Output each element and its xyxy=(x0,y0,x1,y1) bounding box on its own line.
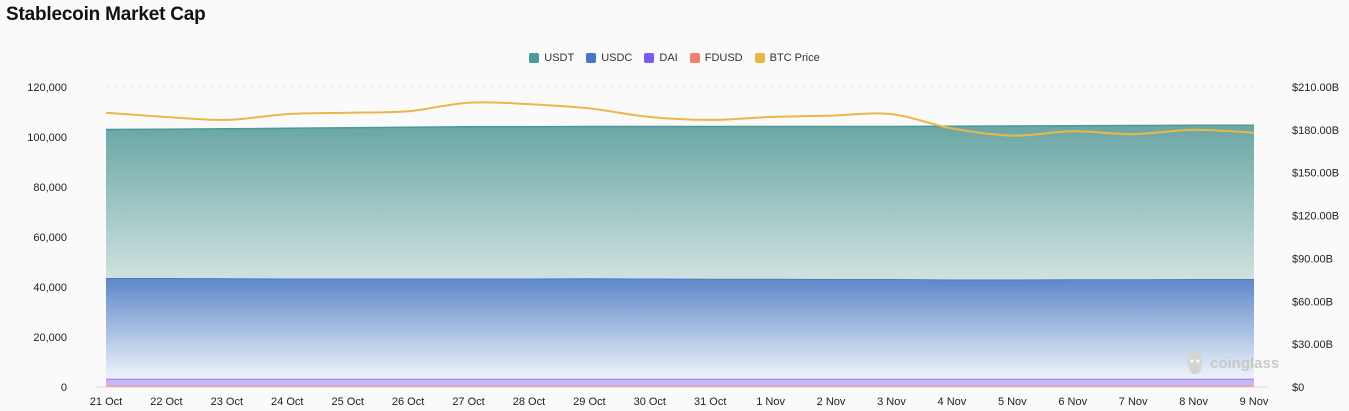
y-left-tick-label: 60,000 xyxy=(33,232,67,244)
legend-label: BTC Price xyxy=(769,52,820,64)
x-tick-label: 9 Nov xyxy=(1240,396,1269,408)
area-edge-usdt xyxy=(105,124,1254,131)
y-left-tick-label: 20,000 xyxy=(33,332,67,344)
chart-legend: USDT USDC DAI FDUSD BTC Price xyxy=(0,52,1349,64)
y-left-tick-label: 100,000 xyxy=(27,132,67,144)
legend-label: FDUSD xyxy=(704,52,743,64)
legend-item-dai[interactable]: DAI xyxy=(644,52,678,64)
y-left-tick-label: 40,000 xyxy=(33,282,67,294)
y-left-tick-label: 120,000 xyxy=(27,82,67,94)
area-dai xyxy=(106,378,1254,386)
line-btc-price xyxy=(105,101,1255,137)
y-right-tick-label: $60.00B xyxy=(1292,296,1333,308)
x-tick-label: 25 Oct xyxy=(331,396,363,408)
x-tick-label: 24 Oct xyxy=(271,396,303,408)
area-usdc xyxy=(106,278,1254,379)
y-right-tick-label: $180.00B xyxy=(1292,125,1339,137)
x-tick-label: 1 Nov xyxy=(756,396,785,408)
x-tick-label: 6 Nov xyxy=(1058,396,1087,408)
y-axis-left: 0 20,000 40,000 60,000 80,000 100,000 120,000 xyxy=(27,82,67,394)
x-tick-label: 30 Oct xyxy=(634,396,666,408)
legend-label: DAI xyxy=(659,52,678,64)
legend-item-fdusd[interactable]: FDUSD xyxy=(689,52,743,64)
legend-swatch xyxy=(754,53,765,63)
y-left-tick-label: 80,000 xyxy=(33,182,67,194)
legend-swatch xyxy=(586,53,597,63)
x-tick-label: 27 Oct xyxy=(452,396,484,408)
y-right-tick-label: $90.00B xyxy=(1292,253,1333,265)
y-axis-right: $0 $30.00B $60.00B $90.00B $120.00B $150.00B $… xyxy=(1292,82,1339,394)
x-tick-label: 28 Oct xyxy=(513,396,545,408)
x-tick-label: 8 Nov xyxy=(1179,396,1208,408)
x-tick-label: 4 Nov xyxy=(938,396,967,408)
y-right-tick-label: $210.00B xyxy=(1292,82,1339,94)
y-left-tick-label: 0 xyxy=(61,382,67,394)
x-tick-label: 26 Oct xyxy=(392,396,424,408)
line-series xyxy=(105,101,1255,137)
legend-item-usdt[interactable]: USDT xyxy=(529,52,574,64)
legend-swatch xyxy=(644,53,655,63)
legend-label: USDT xyxy=(544,52,575,64)
x-tick-label: 31 Oct xyxy=(694,396,726,408)
area-series xyxy=(105,124,1254,387)
y-right-tick-label: $30.00B xyxy=(1292,339,1333,351)
y-right-tick-label: $0 xyxy=(1292,382,1304,394)
page-title: Stablecoin Market Cap xyxy=(6,4,206,25)
legend-swatch xyxy=(689,53,700,63)
x-tick-label: 3 Nov xyxy=(877,396,906,408)
watermark-text: coinglass xyxy=(1210,354,1280,372)
coinglass-logo-icon xyxy=(1187,352,1203,374)
x-tick-label: 22 Oct xyxy=(150,396,182,408)
x-axis: 21 Oct 22 Oct 23 Oct 24 Oct 25 Oct 26 Oct 27 O… xyxy=(90,386,1269,408)
x-tick-label: 29 Oct xyxy=(573,396,605,408)
x-tick-label: 21 Oct xyxy=(90,396,122,408)
x-tick-label: 7 Nov xyxy=(1119,396,1148,408)
legend-swatch xyxy=(529,53,540,63)
watermark: coinglass xyxy=(1184,350,1279,376)
x-tick-label: 23 Oct xyxy=(211,396,243,408)
x-tick-label: 2 Nov xyxy=(817,396,846,408)
legend-item-usdc[interactable]: USDC xyxy=(586,52,632,64)
area-usdt xyxy=(106,125,1254,280)
y-right-tick-label: $120.00B xyxy=(1292,211,1339,223)
y-right-tick-label: $150.00B xyxy=(1292,168,1339,180)
legend-item-btc-price[interactable]: BTC Price xyxy=(754,52,820,64)
x-tick-label: 5 Nov xyxy=(998,396,1027,408)
legend-label: USDC xyxy=(601,52,633,64)
